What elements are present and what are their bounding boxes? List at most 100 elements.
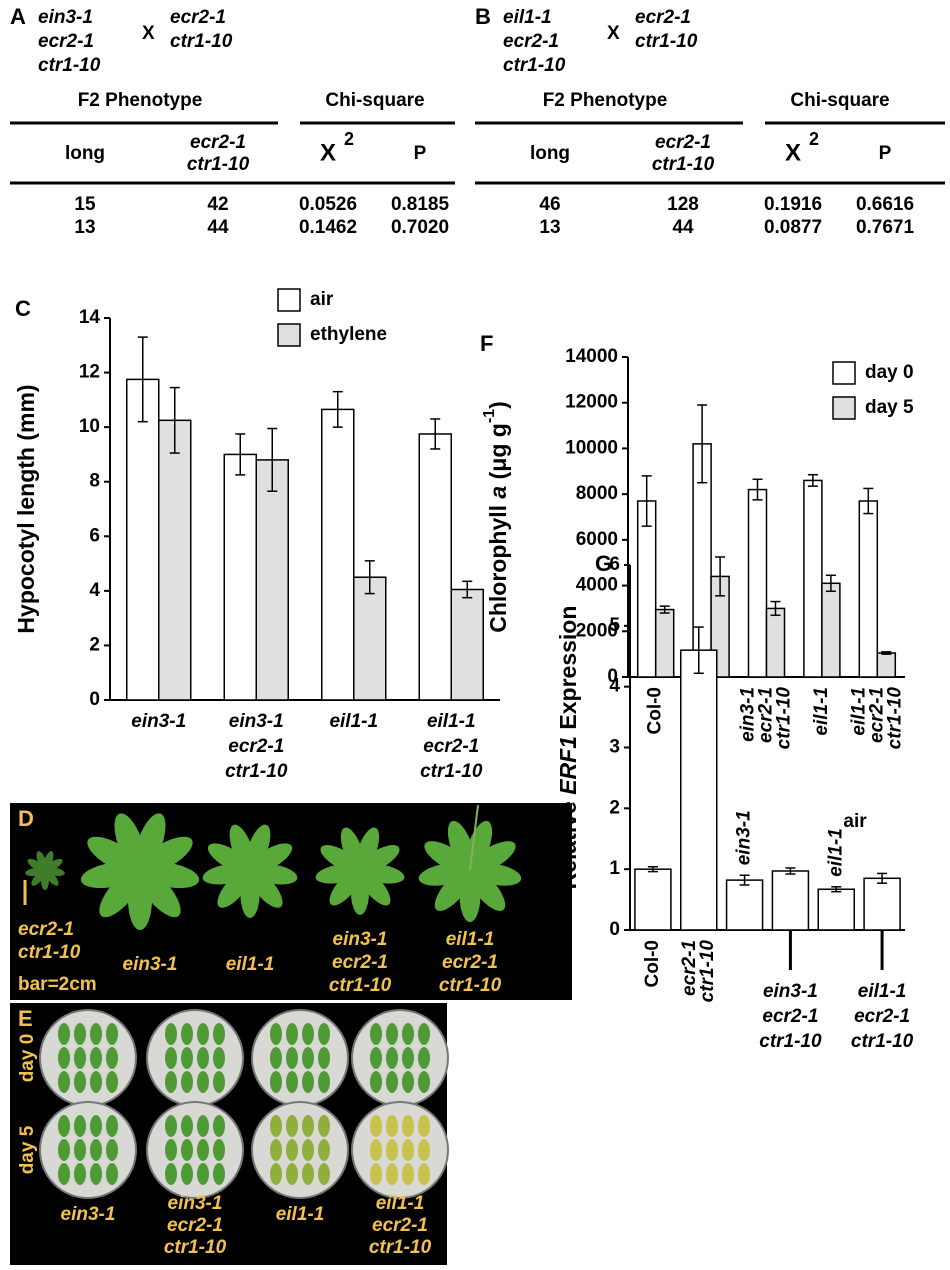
column-header: ecr2-1 — [655, 132, 711, 153]
parent-line: ecr2-1 — [503, 31, 559, 52]
bar — [223, 453, 257, 701]
x-tick-label: ecr2-1 — [854, 1006, 910, 1027]
cell: 13 — [74, 217, 95, 238]
cell: 46 — [539, 194, 560, 215]
leaf — [386, 1139, 398, 1161]
bar — [680, 649, 718, 931]
x-tick-label: ctr1-10 — [420, 761, 483, 782]
leaf — [418, 1071, 430, 1093]
leaf — [370, 1071, 382, 1093]
x-tick-label: eil1-1 — [811, 687, 832, 736]
leaf — [58, 1071, 70, 1093]
legend-label: ethylene — [310, 324, 387, 345]
leaf — [181, 1139, 193, 1161]
legend-swatch — [832, 361, 856, 385]
superscript: 2 — [344, 129, 354, 149]
panel-label: E — [18, 1006, 33, 1031]
dish — [351, 1009, 449, 1107]
leaf — [90, 1139, 102, 1161]
leaf — [270, 1071, 282, 1093]
leaf — [106, 1023, 118, 1045]
y-label-part: Relative — [555, 795, 581, 890]
leaf — [329, 869, 362, 906]
cell: 0.0877 — [764, 217, 822, 238]
error-bar — [715, 556, 726, 597]
column-header: ctr1-10 — [187, 154, 250, 175]
leaf — [424, 841, 471, 873]
leaf — [74, 1023, 86, 1045]
leaf — [106, 1115, 118, 1137]
legend-label: air — [310, 289, 334, 310]
leaf — [418, 1047, 430, 1069]
leaf — [318, 1115, 330, 1137]
leaf — [87, 836, 141, 874]
leaf — [90, 1047, 102, 1069]
leaf — [213, 1071, 225, 1093]
legend-swatch — [277, 288, 301, 312]
plant-label: ecr2-1 — [18, 919, 74, 940]
leaf — [418, 1115, 430, 1137]
leaf — [370, 1139, 382, 1161]
leaf — [90, 1071, 102, 1093]
leaf — [58, 1023, 70, 1045]
bar — [725, 879, 764, 931]
row-label: day 0 — [17, 1034, 38, 1083]
leaf — [318, 1139, 330, 1161]
dish — [146, 1101, 244, 1199]
leaf — [106, 1139, 118, 1161]
leaf — [106, 1071, 118, 1093]
group-header: F2 Phenotype — [78, 90, 203, 111]
leaf — [165, 1071, 177, 1093]
error-bar — [752, 478, 763, 501]
plant-label: ctr1-10 — [18, 942, 81, 963]
plant-label: ecr2-1 — [372, 1215, 428, 1236]
bar-label: ein3-1 — [734, 810, 755, 865]
bar — [126, 378, 160, 701]
leaf — [302, 1023, 314, 1045]
bar-label: eil1-1 — [825, 828, 846, 877]
bar — [821, 582, 841, 678]
leaf — [318, 1163, 330, 1185]
y-tick-label: 14000 — [565, 346, 618, 367]
leaf — [165, 1047, 177, 1069]
y-tick-label: 1 — [609, 858, 620, 879]
leaf — [370, 1047, 382, 1069]
leaf — [434, 868, 472, 911]
plant-label: ctr1-10 — [369, 1237, 432, 1258]
plant-images — [25, 804, 522, 1199]
plant-label: ctr1-10 — [439, 975, 502, 996]
column-header: long — [65, 143, 105, 164]
y-tick-label: 10000 — [565, 437, 618, 458]
leaf — [418, 1023, 430, 1045]
bar — [747, 488, 768, 678]
y-tick-label: 12 — [79, 362, 100, 383]
leaf — [318, 1047, 330, 1069]
leaf — [213, 1047, 225, 1069]
leaf — [74, 1115, 86, 1137]
legend-label: day 0 — [865, 362, 914, 383]
group-header: Chi-square — [790, 90, 889, 111]
y-axis-label: Relative ERF1 Expression — [555, 606, 581, 890]
plant-label: ecr2-1 — [167, 1215, 223, 1236]
leaf — [370, 1115, 382, 1137]
y-label-part: Chlorophyll — [485, 499, 511, 633]
cell: 44 — [672, 217, 694, 238]
y-tick-label: 0 — [89, 689, 100, 710]
leaf — [197, 1115, 209, 1137]
leaf — [320, 845, 361, 873]
x-tick-label: ctr1-10 — [697, 940, 718, 1003]
parent-line: ctr1-10 — [503, 55, 566, 76]
plant-label: ctr1-10 — [164, 1237, 227, 1258]
cell: 0.8185 — [391, 194, 450, 215]
annotation: air — [843, 811, 867, 832]
plant-label: eil1-1 — [376, 1193, 425, 1214]
leaf — [302, 1115, 314, 1137]
leaf — [286, 1071, 298, 1093]
bar — [771, 870, 810, 931]
error-bar — [825, 574, 836, 593]
leaf — [217, 868, 252, 908]
leaf — [135, 813, 166, 871]
error-bar — [641, 475, 652, 527]
leaf — [370, 1023, 382, 1045]
column-header: ecr2-1 — [190, 132, 246, 153]
